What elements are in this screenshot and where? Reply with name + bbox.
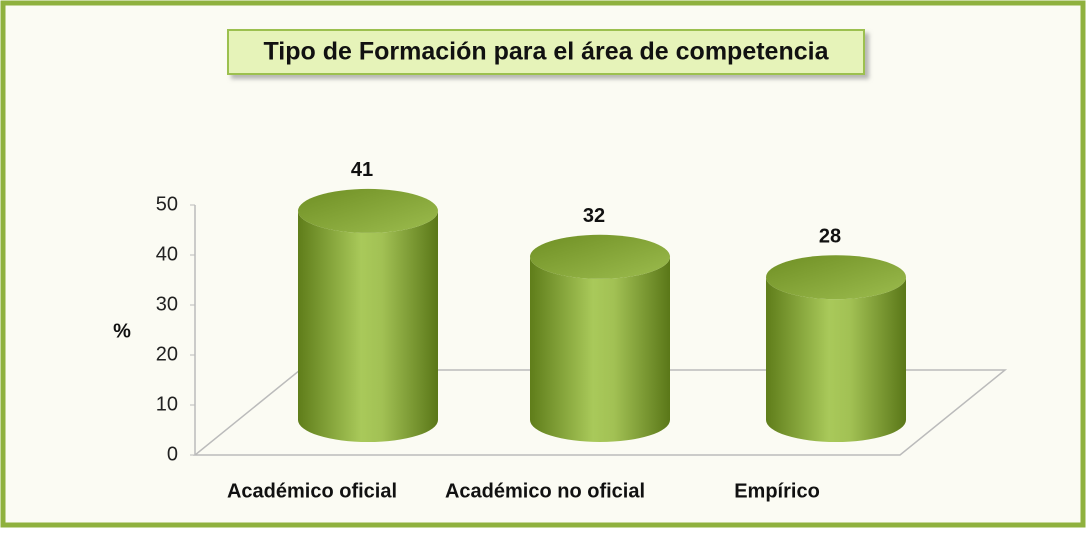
floor	[192, 369, 1008, 456]
x-tick-label: Académico oficial	[227, 480, 397, 502]
y-tick-label: 40	[156, 243, 178, 265]
bar	[766, 277, 906, 442]
y-tick-label: 20	[156, 343, 178, 365]
x-tick-label: Académico no oficial	[445, 480, 645, 502]
y-tick-label: 0	[167, 443, 178, 465]
data-label: 32	[583, 205, 605, 227]
bar-top	[766, 255, 906, 300]
chart-title: Tipo de Formación para el área de compet…	[263, 38, 829, 66]
data-label: 28	[819, 225, 841, 247]
bar	[530, 256, 670, 442]
data-label: 41	[351, 159, 373, 181]
y-tick-label: 10	[156, 393, 178, 415]
bar	[298, 210, 438, 442]
y-tick-label: 50	[156, 193, 178, 215]
y-axis-label: %	[113, 320, 131, 342]
bar-top	[298, 188, 438, 233]
y-tick-label: 30	[156, 293, 178, 315]
x-tick-label: Empírico	[734, 480, 820, 502]
title-box	[227, 29, 865, 75]
bar-top	[530, 234, 670, 279]
